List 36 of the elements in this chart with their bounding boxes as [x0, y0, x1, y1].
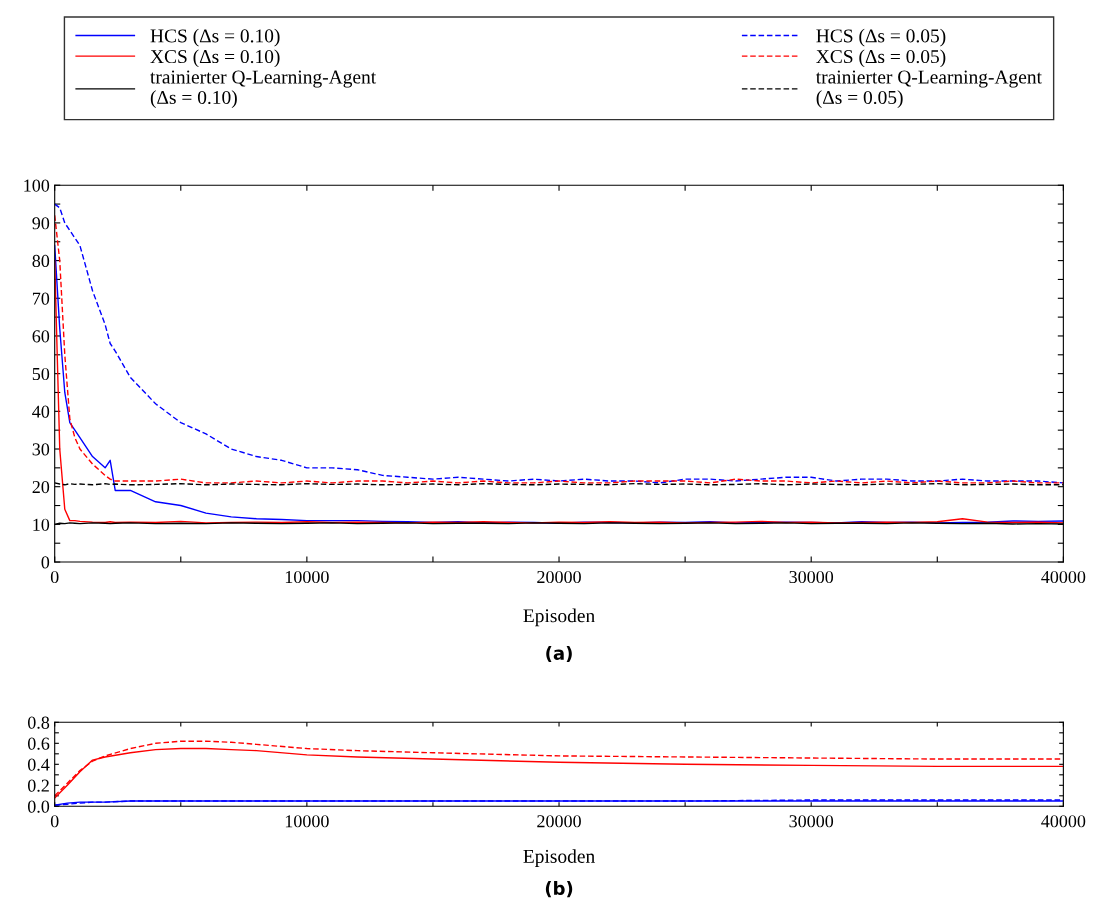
legend-label: XCS (Δs = 0.05) [816, 49, 946, 68]
y-tick-label: 50 [32, 367, 50, 381]
y-tick-label: 20 [32, 480, 50, 494]
x-tick-label: 30000 [789, 570, 834, 584]
y-tick-label: 40 [32, 405, 50, 418]
x-tick-label: 10000 [285, 815, 329, 828]
x-tick-label: 40000 [1041, 815, 1086, 828]
y-tick-label: 0.6 [27, 737, 50, 750]
y-tick-label: 30 [32, 443, 50, 456]
text: (b) [545, 881, 573, 898]
y-tick-label: 10 [33, 518, 50, 531]
y-tick-label: 70 [32, 292, 50, 305]
y-tick-label: 80 [32, 254, 50, 268]
legend-label: XCS (Δs = 0.10) [150, 49, 280, 68]
y-tick-label: 0.0 [27, 800, 50, 813]
x-tick-label: 0 [50, 815, 59, 828]
x-tick-label: 30000 [789, 815, 834, 828]
x-tick-label: 20000 [537, 815, 581, 828]
y-tick-label: 0.8 [27, 716, 50, 729]
legend-label: trainierter Q-Learning-Agent (Δs = 0.05) [815, 70, 1042, 108]
x-axis-title: Episoden [523, 608, 595, 627]
x-axis-title: Episoden [523, 849, 595, 867]
legend-label: trainierter Q-Learning-Agent (Δs = 0.10) [150, 70, 377, 108]
legend-label: HCS (Δs = 0.10) [150, 28, 280, 47]
y-tick-label: 0.2 [27, 779, 49, 792]
x-tick-label: 10000 [285, 570, 329, 584]
y-tick-label: 100 [24, 179, 50, 192]
text: (a) [546, 645, 572, 663]
y-tick-label: 90 [32, 217, 50, 230]
y-tick-label: 0.4 [27, 758, 50, 771]
y-tick-label: 0 [41, 556, 50, 569]
x-tick-label: 20000 [537, 570, 581, 584]
x-tick-label: 40000 [1041, 570, 1086, 584]
x-tick-label: 0 [50, 570, 59, 584]
legend-label: HCS (Δs = 0.05) [816, 28, 946, 47]
y-tick-label: 60 [32, 330, 50, 343]
